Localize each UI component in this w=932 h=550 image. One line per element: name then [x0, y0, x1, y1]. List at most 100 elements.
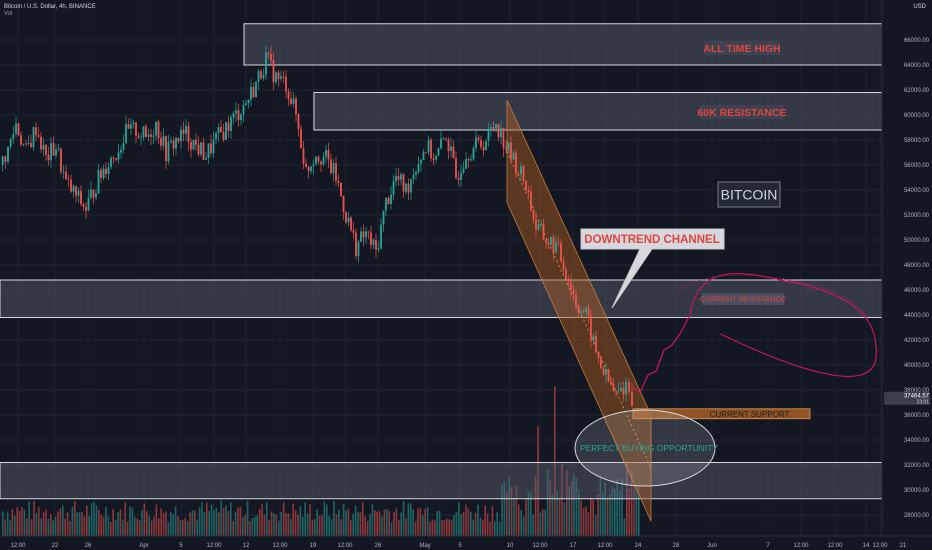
candle-body	[477, 137, 480, 141]
candle-body	[4, 156, 7, 162]
y-tick-label: 62000.00	[904, 88, 930, 94]
volume-bar	[196, 519, 198, 536]
volume-bar	[426, 507, 429, 536]
candle-body	[505, 148, 507, 150]
volume-bar	[258, 508, 261, 536]
candle-body	[337, 180, 340, 183]
candle-body	[142, 126, 145, 138]
volume-bar	[74, 500, 76, 536]
y-axis: 66000.00 64000.00 62000.00 60000.00 58000.00…	[881, 0, 932, 550]
volume-bar	[431, 519, 434, 536]
candle-body	[622, 387, 625, 395]
x-tick-label: 7	[766, 543, 770, 549]
candle-body	[430, 139, 432, 159]
volume-bar	[290, 519, 292, 536]
volume-bar	[630, 470, 633, 536]
candle-body	[130, 124, 132, 129]
candle-body	[182, 129, 185, 134]
volume-bar	[587, 512, 590, 536]
candle-body	[180, 129, 182, 142]
volume-bar	[489, 521, 491, 536]
candle-body	[207, 143, 210, 159]
label-60k-resistance-text: 60K RESISTANCE	[697, 107, 786, 119]
volume-bar	[635, 485, 638, 536]
y-tick-label: 30000.00	[904, 488, 930, 494]
candle-body	[552, 236, 555, 253]
candle-body	[320, 161, 322, 165]
x-tick-label: 22	[52, 543, 59, 549]
volume-bar	[544, 509, 546, 536]
label-60k-resistance: 60K RESISTANCE	[697, 105, 787, 119]
candle-body	[425, 152, 427, 154]
candle-body	[342, 196, 345, 212]
candle-body	[222, 132, 225, 141]
candle-body	[437, 148, 440, 156]
volume-bar	[4, 519, 6, 536]
candle-body	[472, 147, 475, 160]
candle-body	[117, 152, 120, 160]
candle-body	[572, 290, 575, 295]
candle-body	[115, 158, 117, 160]
volume-bar	[525, 498, 527, 536]
candle-body	[250, 86, 252, 100]
zone-all-time-high	[243, 23, 883, 66]
candle-body	[325, 150, 327, 157]
volume-bar	[136, 518, 138, 536]
volume-bar	[604, 482, 606, 536]
volume-bar	[62, 505, 64, 536]
label-all-time-high: ALL TIME HIGH	[703, 41, 781, 55]
candle-body	[385, 197, 387, 211]
volume-bar	[506, 492, 508, 536]
volume-bar	[266, 502, 268, 536]
volume-bar	[623, 518, 626, 536]
volume-bar	[213, 510, 215, 536]
volume-bar	[2, 511, 4, 536]
volume-bar	[52, 520, 54, 536]
candle-body	[132, 122, 135, 125]
candle-body	[305, 163, 307, 168]
volume-bar	[316, 509, 318, 536]
volume-bar	[306, 513, 309, 536]
x-tick-label: 28	[673, 543, 680, 549]
volume-bar	[611, 486, 614, 536]
volume-bar	[6, 512, 9, 536]
volume-bar	[436, 511, 438, 536]
volume-bar	[158, 518, 160, 536]
candle-body	[232, 113, 235, 118]
volume-bar	[362, 502, 364, 536]
candle-body	[457, 177, 460, 180]
candle-body	[467, 159, 470, 161]
candle-body	[190, 142, 192, 150]
volume-bar	[131, 507, 134, 536]
y-tick-label: 66000.00	[904, 38, 930, 44]
volume-bar	[474, 512, 477, 536]
grid-lines	[0, 0, 904, 536]
volume-bar	[100, 514, 102, 536]
volume-bar	[326, 504, 328, 536]
volume-bar	[26, 518, 28, 536]
volume-bar	[297, 514, 299, 536]
candle-body	[500, 127, 502, 138]
candle-body	[355, 232, 357, 257]
candle-body	[580, 311, 582, 314]
candle-body	[517, 173, 520, 175]
volume-bar	[369, 514, 371, 536]
candle-body	[40, 136, 42, 150]
candle-body	[352, 230, 355, 233]
candle-body	[290, 98, 292, 104]
volume-bar	[395, 508, 398, 536]
candle-body	[245, 103, 247, 105]
candle-body	[522, 166, 525, 181]
candle-body	[30, 143, 32, 148]
label-current-support: CURRENT SUPPORT	[710, 410, 790, 419]
volume-bar	[198, 507, 201, 536]
candle-body	[497, 124, 500, 138]
candle-body	[447, 139, 450, 151]
candle-body	[140, 137, 142, 138]
volume-bar	[30, 519, 33, 536]
volume-bar	[110, 521, 112, 536]
volume-bar	[141, 510, 143, 536]
candle-body	[185, 125, 187, 134]
